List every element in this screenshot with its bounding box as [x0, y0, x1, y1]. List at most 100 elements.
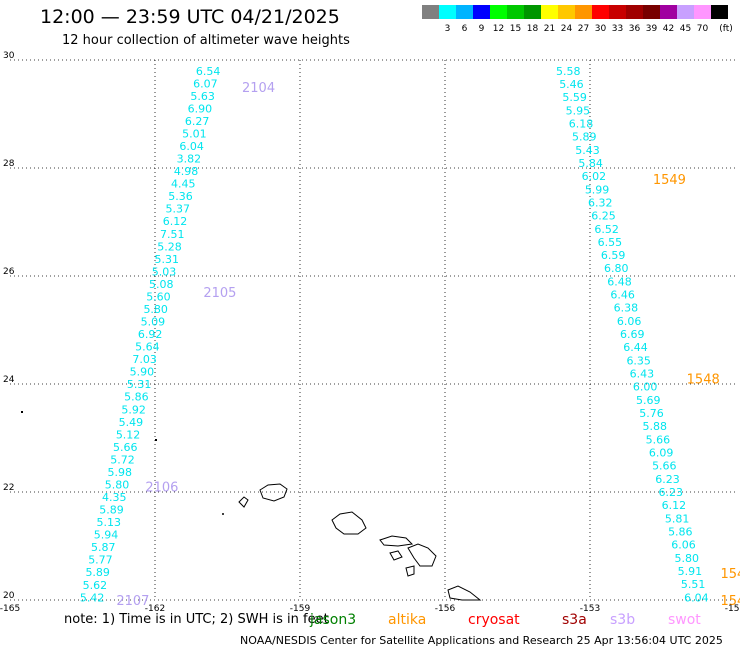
wave-height-value: 6.55 [598, 236, 623, 249]
satellite-legend-item: altika [388, 612, 427, 628]
color-bin [677, 5, 694, 19]
color-bin [609, 5, 626, 19]
satellite-legend-item: jason3 [310, 612, 357, 628]
wave-height-value: 6.25 [591, 210, 616, 223]
wave-height-value: 5.99 [585, 183, 610, 196]
color-bin [422, 5, 439, 19]
wave-height-value: 5.88 [642, 420, 667, 433]
wave-height-value: 6.54 [196, 65, 221, 78]
wave-height-value: 5.98 [108, 466, 133, 479]
wave-height-value: 5.51 [681, 578, 706, 591]
wave-height-value: 6.43 [630, 368, 655, 381]
wave-height-value: 6.46 [610, 289, 635, 302]
wave-height-value: 6.06 [671, 539, 696, 552]
wave-height-value: 5.42 [80, 591, 105, 604]
color-bin-label: 27 [578, 24, 589, 34]
wave-height-value: 5.31 [127, 378, 152, 391]
color-bin-label: 33 [612, 24, 623, 34]
wave-height-value: 6.48 [607, 275, 632, 288]
pass-time-label: 1547 [721, 567, 740, 582]
wave-height-value: 5.81 [665, 512, 690, 525]
satellite-legend-item: cryosat [468, 612, 520, 628]
wave-height-value: 5.77 [88, 554, 113, 567]
wave-height-value: 5.63 [190, 90, 215, 103]
wave-height-value: 5.60 [146, 290, 171, 303]
wave-height-value: 6.04 [684, 591, 709, 604]
color-bin [626, 5, 643, 19]
wave-height-value: 5.31 [154, 253, 179, 266]
wave-height-value: 3.82 [177, 153, 202, 166]
wave-height-value: 6.44 [623, 341, 648, 354]
wave-height-value: 5.62 [83, 579, 108, 592]
page-title: 12:00 — 23:59 UTC 04/21/2025 [40, 6, 340, 28]
y-tick-label: 30 [3, 51, 15, 61]
wave-height-value: 5.95 [566, 104, 591, 117]
hawaiian-islands [21, 411, 482, 601]
island-kahoolawe [405, 565, 415, 577]
wave-height-value: 5.80 [143, 303, 168, 316]
wave-height-value: 4.45 [171, 178, 196, 191]
color-bin-label: 45 [680, 24, 691, 34]
satellite-legend-item: s3a [562, 612, 587, 628]
wave-height-value: 5.09 [141, 316, 166, 329]
y-tick-label: 20 [3, 591, 15, 601]
color-bin-label: 39 [646, 24, 658, 34]
x-tick-label: -156 [435, 604, 456, 614]
wave-height-value: 6.90 [188, 102, 213, 115]
color-bin-label: 18 [527, 24, 539, 34]
color-scale-legend: 3 6 9 12 15 18 21 24 27 30 33 36 39 42 45 70 (ft) [422, 5, 733, 41]
pass-time-label: 1548 [687, 373, 720, 388]
color-bin-label: 12 [493, 24, 504, 34]
color-scale-unit: (ft) [719, 24, 732, 34]
color-bin [711, 5, 728, 19]
color-bin [558, 5, 575, 19]
color-bin [575, 5, 592, 19]
color-bin [456, 5, 473, 19]
pass-time-label: 2105 [203, 286, 236, 301]
x-tick-label: -153 [580, 604, 600, 614]
wave-height-value: 5.36 [168, 190, 193, 203]
wave-height-value: 5.86 [124, 391, 149, 404]
wave-height-value: 5.89 [99, 504, 124, 517]
island-hawaii [447, 585, 482, 601]
wave-height-value: 6.09 [649, 447, 674, 460]
island-lanai [389, 550, 403, 561]
satellite-legend-item: s3b [610, 612, 636, 628]
wave-height-value: 6.12 [662, 499, 687, 512]
wave-height-value: 6.23 [658, 486, 683, 499]
wave-height-value: 6.00 [633, 381, 658, 394]
wave-height-value: 6.07 [193, 77, 218, 90]
color-scale-svg: 3 6 9 12 15 18 21 24 27 30 33 36 39 42 45 70 (ft) [422, 5, 733, 34]
map-grid [10, 59, 735, 601]
wave-height-value: 5.87 [91, 541, 116, 554]
wave-height-value: 6.69 [620, 328, 645, 341]
x-tick-label: -162 [145, 604, 165, 614]
pass-time-label: 2104 [242, 81, 275, 96]
wave-height-value: 5.03 [152, 265, 177, 278]
y-tick-label: 22 [3, 483, 14, 493]
color-bin-label: 24 [561, 24, 573, 34]
wave-height-value: 6.32 [588, 196, 613, 209]
pass-time-labels: 2104 2105 2106 2107 1549 1548 1547 154 [116, 81, 740, 609]
wave-height-value: 5.66 [646, 433, 671, 446]
color-bin-label: 30 [595, 24, 607, 34]
wave-height-value: 5.89 [85, 566, 110, 579]
wave-height-value: 4.98 [174, 165, 199, 178]
pass-time-label: 1549 [653, 173, 686, 188]
wave-height-value: 6.92 [138, 328, 163, 341]
x-tick-label: -150 [725, 604, 740, 614]
pass-time-label: 2107 [116, 594, 149, 609]
wave-height-value: 6.38 [614, 302, 639, 315]
wave-height-value: 5.89 [572, 131, 597, 144]
island-kauai [259, 483, 288, 502]
wave-height-value: 6.59 [601, 249, 626, 262]
color-bin-label: 15 [510, 24, 521, 34]
wave-height-value: 5.49 [119, 416, 144, 429]
wave-height-value: 5.90 [130, 366, 155, 379]
pass-time-label: 2106 [145, 481, 178, 496]
axis-tick-labels: -165 -162 -159 -156 -153 -150 20 22 24 26 28 30 [0, 51, 740, 614]
wave-height-value: 6.18 [569, 117, 594, 130]
wave-height-value: 5.01 [182, 127, 207, 140]
color-bin-label: 3 [445, 24, 451, 34]
color-bin [643, 5, 660, 19]
